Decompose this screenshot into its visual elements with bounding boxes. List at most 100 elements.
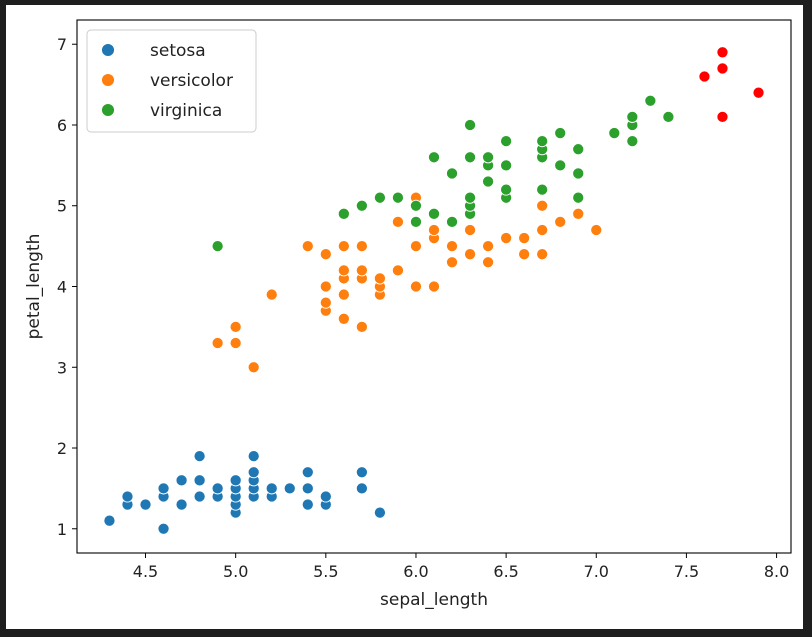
virginica-point: [482, 151, 495, 164]
virginica-point: [373, 191, 386, 204]
versicolor-point: [572, 207, 585, 220]
setosa-point: [121, 490, 134, 503]
virginica-point: [572, 143, 585, 156]
virginica-point: [626, 110, 639, 123]
x-tick-label: 7.0: [584, 562, 609, 581]
versicolor-point: [301, 240, 314, 253]
setosa-point: [265, 482, 278, 495]
versicolor-point: [500, 231, 513, 245]
virginica-point: [500, 135, 513, 148]
versicolor-point: [427, 280, 441, 293]
versicolor-point: [536, 199, 549, 212]
highlight-point: [716, 62, 729, 75]
setosa-point: [283, 482, 296, 495]
virginica-point: [409, 199, 423, 212]
versicolor-point: [355, 320, 368, 333]
x-tick-label: 6.0: [403, 562, 428, 581]
virginica-point: [211, 240, 224, 253]
versicolor-point: [373, 272, 386, 285]
versicolor-point: [409, 240, 423, 253]
versicolor-point: [445, 256, 459, 269]
versicolor-point: [319, 296, 332, 309]
versicolor-point: [229, 336, 242, 350]
versicolor-point: [355, 240, 368, 253]
virginica-point: [391, 191, 404, 204]
setosa-point: [157, 482, 170, 495]
virginica-point: [662, 110, 675, 123]
versicolor-point: [337, 288, 350, 301]
x-tick-label: 8.0: [764, 562, 789, 581]
legend-label-virginica: virginica: [150, 101, 222, 121]
y-tick-label: 4: [57, 278, 67, 297]
versicolor-point: [409, 280, 423, 293]
versicolor-point: [445, 240, 459, 253]
x-tick-label: 4.5: [133, 562, 158, 581]
virginica-point: [445, 167, 459, 180]
versicolor-point: [536, 223, 549, 237]
x-tick-label: 5.5: [313, 562, 338, 581]
virginica-point: [427, 207, 441, 220]
setosa-point: [247, 466, 260, 479]
setosa-point: [229, 474, 242, 487]
versicolor-point: [391, 215, 404, 228]
highlight-point: [716, 110, 729, 123]
virginica-point: [536, 183, 549, 196]
virginica-point: [464, 118, 477, 132]
legend-marker-virginica: [101, 103, 115, 117]
virginica-point: [572, 191, 585, 204]
setosa-point: [301, 498, 314, 511]
virginica-point: [500, 183, 513, 196]
setosa-point: [355, 466, 368, 479]
y-tick-label: 2: [57, 439, 67, 458]
legend-label-setosa: setosa: [150, 41, 206, 61]
setosa-point: [103, 514, 116, 527]
y-tick-label: 1: [57, 520, 67, 539]
setosa-point: [175, 498, 188, 511]
versicolor-point: [211, 336, 224, 350]
chart-figure: 4.5 5.0 5.5 6.0 6.5 7.0 7.5 8.0 1 2 3 4 5 6 7 sepal_len…: [6, 5, 803, 629]
setosa-point: [157, 522, 170, 535]
setosa-point: [211, 482, 224, 495]
virginica-point: [500, 159, 513, 172]
versicolor-point: [464, 248, 477, 261]
versicolor-point: [319, 248, 332, 261]
setosa-point: [175, 474, 188, 487]
virginica-point: [572, 167, 585, 180]
virginica-point: [536, 135, 549, 148]
setosa-point: [247, 450, 260, 463]
y-tick-label: 5: [57, 197, 67, 216]
x-tick-label: 7.5: [674, 562, 699, 581]
setosa-point: [301, 482, 314, 495]
legend-box: [86, 29, 257, 133]
y-tick-label: 3: [57, 358, 67, 377]
versicolor-point: [247, 361, 260, 374]
versicolor-point: [464, 223, 477, 237]
legend-marker-versicolor: [101, 73, 115, 87]
versicolor-point: [518, 231, 531, 245]
virginica-point: [626, 135, 639, 148]
highlight-point: [716, 46, 729, 59]
virginica-point: [464, 191, 477, 204]
virginica-point: [554, 127, 567, 140]
versicolor-point: [337, 312, 350, 325]
versicolor-point: [391, 264, 404, 277]
setosa-point: [193, 490, 206, 503]
versicolor-point: [427, 223, 441, 237]
setosa-point: [139, 498, 152, 511]
virginica-point: [554, 159, 567, 172]
virginica-point: [464, 151, 477, 164]
virginica-point: [482, 175, 495, 188]
versicolor-point: [554, 215, 567, 228]
versicolor-point: [229, 320, 242, 333]
x-tick-label: 6.5: [493, 562, 518, 581]
legend-marker-setosa: [101, 43, 115, 57]
virginica-point: [337, 207, 350, 220]
scatter-chart: 4.5 5.0 5.5 6.0 6.5 7.0 7.5 8.0 1 2 3 4 5 6 7 sepal_len…: [24, 19, 792, 610]
versicolor-point: [536, 248, 549, 261]
virginica-point: [427, 151, 441, 164]
setosa-point: [319, 490, 332, 503]
setosa-point: [355, 482, 368, 495]
y-axis-label: petal_length: [24, 234, 44, 340]
versicolor-point: [337, 264, 350, 277]
virginica-point: [608, 127, 621, 140]
